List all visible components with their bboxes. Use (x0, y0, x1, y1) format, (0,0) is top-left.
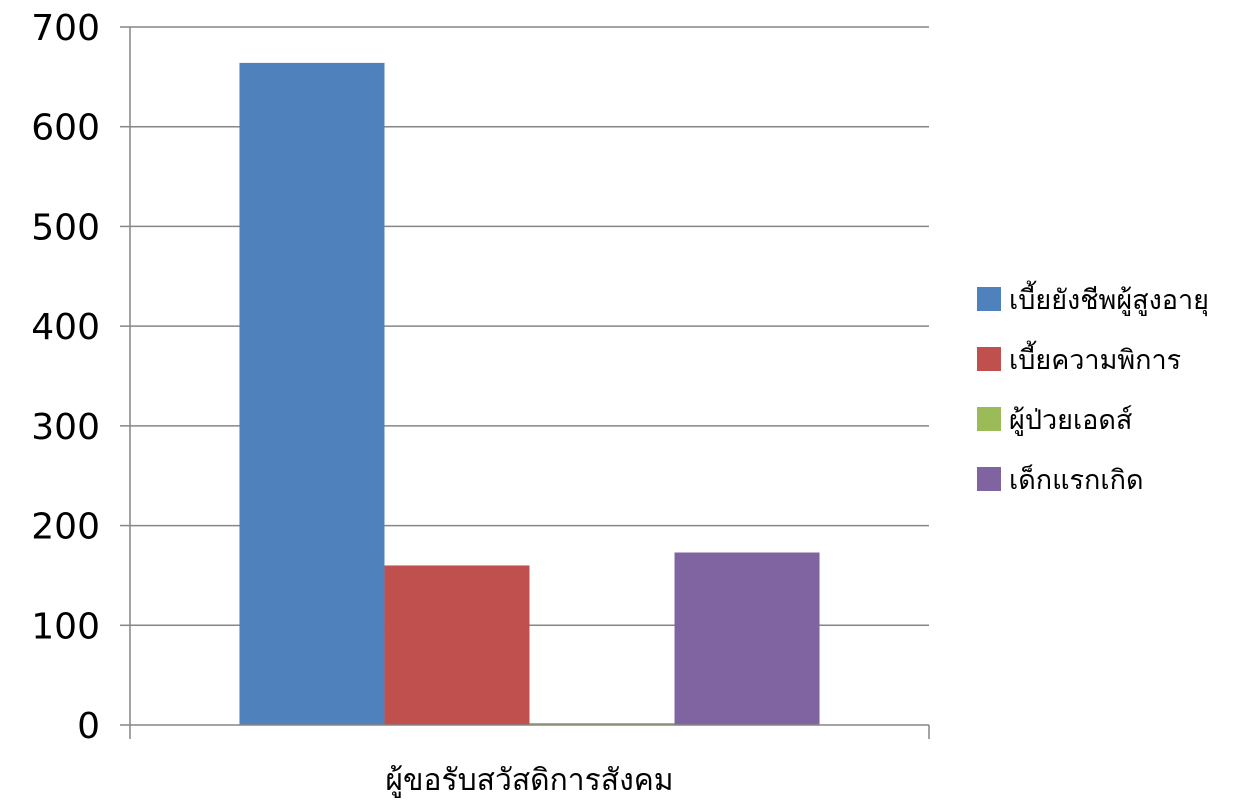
bar-series-3 (674, 552, 820, 725)
y-tick-label: 0 (77, 706, 100, 747)
legend-label: เบี้ยยังชีพผู้สูงอายุ (1009, 280, 1209, 317)
bar-series-0 (239, 62, 385, 725)
y-tick-label: 100 (31, 606, 100, 647)
x-category-label: ผู้ขอรับสวัสดิการสังคม (385, 763, 673, 798)
y-tick-labels: 0 100 200 300 400 500 600 700 (31, 8, 100, 747)
legend-swatch (977, 407, 1001, 431)
y-tick-label: 300 (31, 407, 100, 448)
y-tick-label: 200 (31, 507, 100, 548)
axes (120, 26, 930, 739)
legend-label: เด็กแรกเกิด (1009, 462, 1143, 496)
bar-series-2 (529, 723, 675, 725)
legend-item: เด็กแรกเกิด (977, 462, 1143, 496)
y-tick-label: 500 (31, 207, 100, 248)
legend-item: เบี้ยความพิการ (977, 340, 1181, 376)
legend-item: ผู้ป่วยเอดส์ (977, 404, 1132, 436)
legend: เบี้ยยังชีพผู้สูงอายุเบี้ยความพิการผู้ป่… (977, 280, 1209, 496)
legend-swatch (977, 287, 1001, 311)
legend-swatch (977, 467, 1001, 491)
legend-label: เบี้ยความพิการ (1009, 340, 1181, 376)
legend-label: ผู้ป่วยเอดส์ (1009, 404, 1132, 436)
y-tick-label: 400 (31, 307, 100, 348)
bar-series-1 (384, 565, 530, 725)
x-category-labels: ผู้ขอรับสวัสดิการสังคม (385, 763, 673, 798)
y-tick-label: 700 (31, 8, 100, 49)
y-tick-label: 600 (31, 108, 100, 149)
legend-item: เบี้ยยังชีพผู้สูงอายุ (977, 280, 1209, 317)
legend-swatch (977, 347, 1001, 371)
bars (239, 62, 820, 725)
